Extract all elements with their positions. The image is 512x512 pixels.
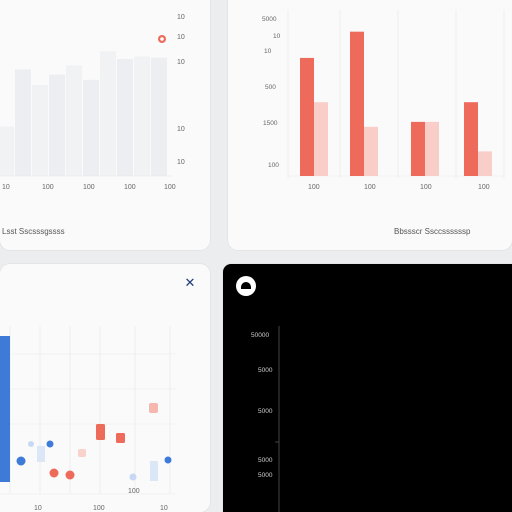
y-tick: 5000 <box>258 472 273 479</box>
y-tick: 10 <box>177 14 185 21</box>
point-label: 100 <box>128 488 140 495</box>
pale-blue-point <box>28 441 34 447</box>
gray-bar <box>32 85 48 176</box>
top-right-caption: Bbssscr Ssccssssssp <box>394 227 471 236</box>
y-tick: 10 <box>177 59 185 66</box>
coral-point <box>65 470 75 480</box>
bottom-left-chart-panel: 100 10 100 10 <box>0 264 210 512</box>
blue-point <box>16 456 26 466</box>
bottom-right-chart: 50000 5000 5000 5000 5000 <box>251 326 280 512</box>
light-coral-marker <box>78 449 86 457</box>
gray-bar <box>117 59 133 176</box>
x-tick: 10 <box>160 505 168 512</box>
y-tick: 100 <box>268 162 279 169</box>
gray-bar <box>151 57 167 177</box>
x-tick: 100 <box>42 184 54 191</box>
app-logo-icon[interactable] <box>236 276 256 296</box>
x-tick: 100 <box>164 184 176 191</box>
x-tick: 100 <box>93 505 105 512</box>
top-right-chart-panel: 5000 10 10 500 1500 100 100 100 100 100 … <box>228 0 512 250</box>
light-coral-bar <box>478 151 492 176</box>
x-tick: 100 <box>308 184 320 191</box>
x-tick: 10 <box>34 505 42 512</box>
y-tick: 500 <box>265 84 276 91</box>
light-coral-bar <box>364 126 378 176</box>
y-tick: 1500 <box>263 120 278 127</box>
close-button[interactable]: ✕ <box>182 276 198 292</box>
coral-bar <box>411 121 425 176</box>
gray-bar <box>134 56 150 176</box>
x-tick: 100 <box>124 184 136 191</box>
top-left-chart-panel: 10 10 10 10 10 10 100 100 100 100 Lsst S… <box>0 0 210 250</box>
bottom-left-chart: 100 10 100 10 <box>0 326 175 512</box>
gray-bar <box>15 69 31 176</box>
coral-bar <box>464 102 478 176</box>
blue-point <box>46 440 54 448</box>
pale-blue-point <box>129 473 137 481</box>
gray-bar <box>66 65 82 176</box>
blue-bar <box>0 336 10 482</box>
y-tick: 10 <box>177 126 185 133</box>
x-tick: 100 <box>478 184 490 191</box>
pale-blue-bar <box>37 446 45 462</box>
top-left-caption: Lsst Sscsssgssss <box>2 227 65 236</box>
y-tick: 50000 <box>251 332 269 339</box>
y-tick: 10 <box>264 48 272 55</box>
coral-marker <box>96 424 105 440</box>
y-tick: 5000 <box>258 408 273 415</box>
light-coral-bar <box>314 102 328 176</box>
y-tick: 5000 <box>262 16 277 23</box>
y-tick: 10 <box>273 33 281 40</box>
light-coral-marker <box>149 403 158 413</box>
y-tick: 5000 <box>258 367 273 374</box>
gray-bar <box>49 74 65 176</box>
light-coral-bar <box>425 121 439 176</box>
gray-bar <box>100 51 116 177</box>
gray-bar <box>83 79 99 176</box>
coral-marker <box>116 433 125 443</box>
coral-point <box>49 468 59 478</box>
top-left-chart: 10 10 10 10 10 10 100 100 100 100 <box>0 14 185 191</box>
x-tick: 100 <box>83 184 95 191</box>
bottom-right-dark-panel: 50000 5000 5000 5000 5000 <box>223 264 512 512</box>
blue-point <box>164 456 172 464</box>
gray-bar <box>0 126 14 176</box>
top-right-chart: 5000 10 10 500 1500 100 100 100 100 100 <box>262 10 505 191</box>
x-tick: 100 <box>420 184 432 191</box>
y-tick: 10 <box>177 34 185 41</box>
x-tick: 100 <box>364 184 376 191</box>
pale-blue-bar <box>150 461 158 481</box>
y-tick: 10 <box>177 159 185 166</box>
y-tick: 5000 <box>258 457 273 464</box>
coral-bar <box>300 57 314 176</box>
coral-bar <box>350 31 364 177</box>
x-tick: 10 <box>2 184 10 191</box>
